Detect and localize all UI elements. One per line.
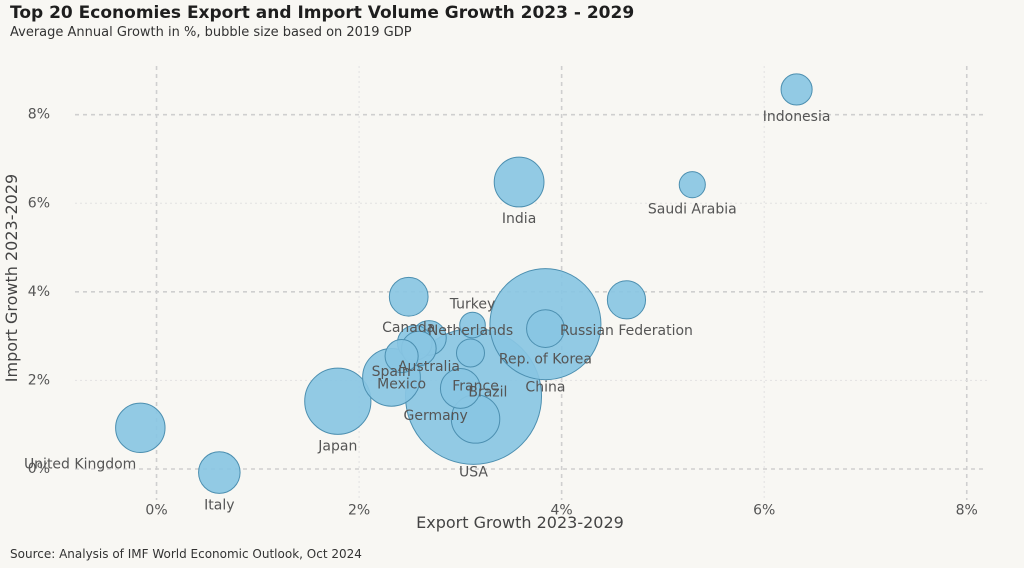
bubble-italy — [198, 451, 241, 494]
label-india: India — [502, 211, 536, 227]
label-italy: Italy — [204, 497, 234, 513]
y-tick-label: 0% — [28, 461, 50, 477]
bubble-labels: Indonesia Saudi Arabia India Russian Federa… — [24, 109, 830, 513]
y-tick-label: 6% — [28, 195, 50, 211]
label-russian-federation: Russian Federation — [560, 323, 693, 339]
bubble-turkey — [459, 311, 486, 339]
bubble-mexico — [384, 339, 419, 374]
x-tick-label: 6% — [753, 503, 775, 519]
label-china: China — [525, 380, 565, 396]
label-mexico: Mexico — [377, 377, 426, 393]
bubble-canada — [388, 276, 429, 317]
y-axis-label: Import Growth 2023-2029 — [2, 174, 21, 382]
y-tick-label: 4% — [28, 284, 50, 300]
label-saudi-arabia: Saudi Arabia — [648, 202, 737, 218]
label-united-kingdom: United Kingdom — [24, 457, 136, 473]
bubbles — [115, 73, 813, 494]
x-tick-label: 2% — [348, 503, 370, 519]
bubble-rep-of-korea — [526, 309, 565, 348]
bubble-indonesia — [780, 73, 813, 106]
x-tick-label: 4% — [551, 503, 573, 519]
bubble-netherlands — [455, 338, 486, 368]
label-canada: Canada — [382, 320, 435, 336]
x-tick-label: 0% — [145, 503, 167, 519]
y-tick-label: 2% — [28, 372, 50, 388]
source-note: Source: Analysis of IMF World Economic O… — [10, 547, 362, 561]
label-france: France — [452, 379, 499, 395]
label-brazil: Brazil — [468, 384, 507, 400]
chart-title: Top 20 Economies Export and Import Volum… — [10, 3, 635, 23]
bubble-japan — [304, 367, 372, 435]
x-tick-label: 8% — [956, 503, 978, 519]
y-tick-label: 8% — [28, 107, 50, 123]
label-usa: USA — [459, 464, 488, 480]
label-rep-of-korea: Rep. of Korea — [499, 351, 592, 367]
label-indonesia: Indonesia — [763, 109, 831, 125]
x-axis-label: Export Growth 2023-2029 — [416, 513, 624, 532]
label-germany: Germany — [403, 408, 467, 424]
label-spain: Spain — [372, 364, 411, 380]
chart-subtitle: Average Annual Growth in %, bubble size … — [10, 25, 412, 40]
tick-labels: 0% 2% 4% 6% 8% 0% 2% 4% 6% 8% — [28, 107, 978, 519]
label-netherlands: Netherlands — [428, 323, 513, 339]
bubble-united-kingdom — [115, 402, 166, 454]
bubble-india — [493, 156, 545, 208]
label-japan: Japan — [317, 438, 357, 454]
label-australia: Australia — [398, 359, 460, 375]
bubble-russian-federation — [606, 280, 647, 320]
label-turkey: Turkey — [449, 296, 496, 312]
bubble-saudi-arabia — [678, 171, 706, 199]
bubble-brazil — [439, 367, 481, 409]
